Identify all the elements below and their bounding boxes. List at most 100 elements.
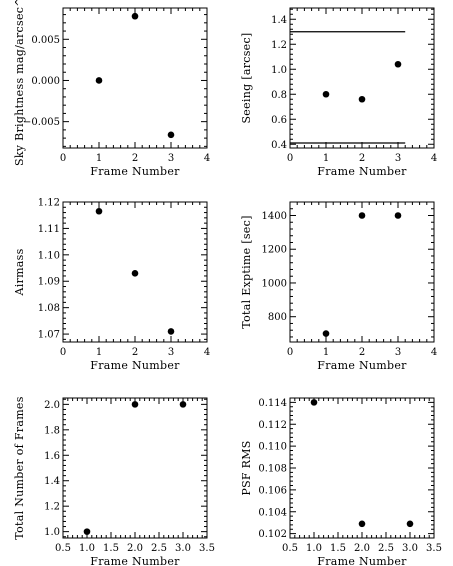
x-tick-label: 2 — [359, 153, 365, 164]
y-tick-label: 0.4 — [271, 140, 287, 151]
x-tick-label: 3 — [168, 347, 174, 358]
x-tick-label: 1.0 — [79, 543, 95, 554]
x-tick-label: 0 — [287, 153, 293, 164]
y-tick-label: 1.12 — [38, 198, 60, 209]
y-tick-label: 2.0 — [44, 400, 60, 411]
x-tick-label: 4 — [431, 153, 437, 164]
chart-panel-2: 0 1 2 3 4 0.4 0.6 0.8 1.0 1.2 1.4 Frame Number Seein… — [240, 7, 437, 178]
y-tick-label: 1.10 — [38, 250, 60, 261]
plot-frame — [289, 397, 435, 539]
data-point — [167, 131, 175, 139]
data-point — [95, 77, 103, 84]
x-tick-label: 2 — [359, 347, 365, 358]
x-tick-label: 3 — [395, 153, 401, 164]
x-tick-label: 1 — [96, 347, 102, 358]
y-tick-label: 1.11 — [38, 224, 60, 235]
x-axis-title: Frame Number — [90, 165, 180, 178]
x-axis-title: Frame Number — [317, 359, 407, 372]
data-point — [95, 207, 103, 215]
x-tick-label: 2.0 — [354, 543, 370, 554]
y-tick-label: 1.6 — [44, 451, 60, 462]
y-tick-label: 1.4 — [44, 476, 60, 487]
data-point — [131, 401, 139, 408]
plot-frame — [62, 7, 208, 149]
x-tick-label: 4 — [431, 347, 437, 358]
y-tick-label: 0.108 — [258, 464, 287, 475]
data-point — [394, 212, 402, 219]
x-tick-label: 3.0 — [175, 543, 191, 554]
chart-panel-1: 0 1 2 3 4 −0.005 0.000 0.005 Frame Number Sky Bri… — [13, 0, 210, 178]
chart-panel-3: 0 1 2 3 4 1.07 1.08 1.09 1.10 1.11 1.12 Frame Numbe… — [13, 198, 210, 373]
x-tick-label: 0 — [60, 153, 66, 164]
y-tick-label: 1.09 — [38, 277, 60, 288]
y-tick-label: 0.106 — [258, 485, 287, 496]
x-tick-label: 3.5 — [426, 543, 442, 554]
y-tick-label: 0.000 — [31, 76, 60, 87]
y-tick-label: 0.8 — [271, 90, 287, 101]
data-point — [179, 401, 187, 408]
y-axis-title: Total Exptime [sec] — [240, 215, 253, 328]
x-tick-label: 0.5 — [55, 543, 71, 554]
y-tick-label: 0.104 — [258, 507, 287, 518]
x-tick-label: 2 — [132, 347, 138, 358]
y-tick-label: 1.0 — [271, 65, 287, 76]
y-tick-label: 0.110 — [258, 442, 287, 453]
x-tick-label: 2.0 — [127, 543, 143, 554]
x-tick-label: 3 — [168, 153, 174, 164]
x-axis-title: Frame Number — [90, 359, 180, 372]
data-point — [358, 212, 366, 219]
data-point — [358, 95, 366, 103]
y-tick-label: 0.102 — [258, 529, 287, 540]
x-axis-title: Frame Number — [317, 555, 407, 566]
x-tick-label: 3 — [395, 347, 401, 358]
y-tick-label: 1.08 — [38, 303, 60, 314]
data-point — [394, 60, 402, 68]
y-tick-label: −0.005 — [23, 117, 60, 128]
y-axis-title: Total Number of Frames — [13, 396, 26, 539]
chart-panel-4: 0 1 2 3 4 800 1000 1200 1400 Frame Number Total Ex… — [240, 201, 437, 372]
x-tick-label: 4 — [204, 153, 210, 164]
data-point — [83, 528, 91, 535]
x-axis-title: Frame Number — [317, 165, 407, 178]
y-tick-label: 1400 — [262, 211, 287, 222]
data-point — [310, 399, 318, 406]
x-tick-label: 3.5 — [199, 543, 215, 554]
y-tick-label: 0.112 — [258, 420, 287, 431]
y-tick-label: 1000 — [262, 278, 287, 289]
y-axis-title: Sky Brightness mag/arcsec^2 — [13, 0, 26, 166]
plot-frame — [289, 7, 435, 149]
x-tick-label: 1 — [323, 347, 329, 358]
x-tick-label: 1.0 — [306, 543, 322, 554]
y-tick-label: 0.114 — [258, 398, 287, 409]
data-point — [131, 270, 139, 277]
y-tick-label: 1200 — [262, 245, 287, 256]
y-tick-label: 800 — [268, 312, 287, 323]
x-tick-label: 0 — [287, 347, 293, 358]
data-point — [167, 328, 175, 335]
y-axis-title: Airmass — [13, 248, 26, 296]
x-tick-label: 2.5 — [378, 543, 394, 554]
x-tick-label: 1.5 — [103, 543, 119, 554]
y-axis-title: Seeing [arcsec] — [240, 32, 253, 123]
x-tick-label: 0 — [60, 347, 66, 358]
x-tick-label: 2 — [132, 153, 138, 164]
x-tick-label: 1 — [323, 153, 329, 164]
chart-panel-5: 0.5 1.0 1.5 2.0 2.5 3.0 3.51.01.21.41.61.82.0F… — [13, 396, 215, 566]
y-tick-label: 0.6 — [271, 115, 287, 126]
data-point — [131, 12, 139, 20]
x-tick-label: 4 — [204, 347, 210, 358]
data-point — [322, 90, 330, 98]
x-tick-label: 2.5 — [151, 543, 167, 554]
data-point — [358, 520, 366, 528]
y-tick-label: 1.2 — [271, 40, 287, 51]
data-point — [406, 520, 414, 528]
y-tick-label: 1.8 — [44, 425, 60, 436]
y-tick-label: 1.0 — [44, 527, 60, 538]
data-point — [322, 330, 330, 337]
chart-panel-6: 0.5 1.0 1.5 2.0 2.5 3.0 3.5 0.102 0.104 0.106 0.10… — [240, 397, 442, 566]
y-tick-label: 1.2 — [44, 502, 60, 513]
plot-frame — [289, 201, 435, 343]
y-tick-label: 1.4 — [271, 15, 287, 26]
x-tick-label: 3.0 — [402, 543, 418, 554]
